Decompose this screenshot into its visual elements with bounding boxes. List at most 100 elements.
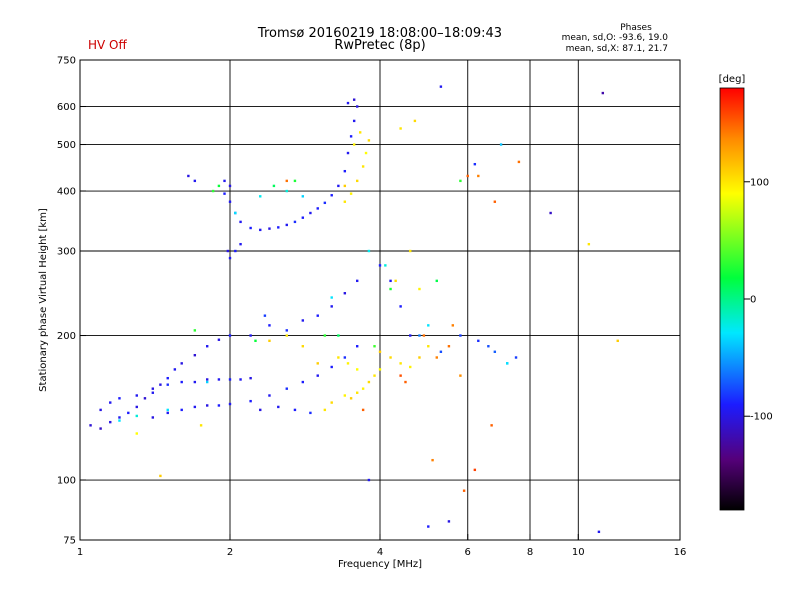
data-point — [493, 200, 497, 203]
data-point — [118, 397, 121, 400]
x-tick-label: 1 — [77, 547, 83, 558]
data-point — [285, 334, 288, 337]
data-point — [234, 211, 237, 215]
data-point — [301, 380, 305, 384]
x-axis-label: Frequency [MHz] — [338, 559, 422, 570]
y-tick-label: 500 — [57, 140, 76, 151]
grid — [80, 60, 680, 540]
data-point — [249, 399, 252, 403]
data-point — [447, 345, 451, 348]
data-point — [316, 362, 319, 365]
data-point — [373, 345, 376, 348]
data-point — [135, 432, 138, 435]
data-point — [404, 380, 407, 384]
colorbar-unit-label: [deg] — [719, 74, 746, 85]
y-tick-label: 300 — [57, 247, 76, 258]
data-point — [285, 223, 288, 227]
data-point — [349, 192, 353, 195]
data-point — [378, 350, 382, 353]
data-point — [268, 227, 271, 230]
data-point — [99, 427, 102, 430]
data-point — [601, 91, 605, 95]
colorbar-ticks: 100 0 -100 — [744, 177, 773, 423]
data-point — [159, 474, 162, 478]
data-point — [427, 525, 430, 528]
data-point — [89, 424, 92, 427]
data-point — [616, 339, 619, 343]
data-point — [367, 249, 371, 253]
data-point — [367, 139, 371, 142]
data-point — [323, 334, 327, 337]
data-point — [205, 404, 209, 407]
data-point — [352, 143, 356, 146]
data-point — [316, 207, 319, 210]
data-point — [309, 211, 312, 215]
data-point — [487, 345, 490, 348]
x-tick-label: 6 — [465, 547, 471, 558]
y-tick-label: 75 — [63, 536, 76, 547]
data-point — [337, 334, 340, 337]
data-point — [187, 174, 190, 178]
data-point — [384, 264, 387, 267]
data-point — [277, 405, 280, 409]
data-point — [285, 387, 288, 390]
data-point — [180, 380, 183, 384]
data-point — [193, 380, 197, 384]
data-point — [435, 356, 438, 359]
chart-subtitle: RwPretec (8p) — [334, 38, 426, 53]
data-point — [249, 376, 252, 380]
data-point — [346, 101, 350, 105]
data-point — [399, 362, 402, 365]
data-point — [361, 165, 365, 168]
data-point — [316, 374, 319, 377]
data-point — [127, 411, 130, 415]
data-point — [517, 160, 521, 164]
data-point — [361, 408, 365, 412]
chart-title: Tromsø 20160219 18:08:00–18:09:43 — [257, 26, 503, 41]
data-point — [418, 287, 421, 291]
data-point — [259, 195, 262, 198]
data-point — [343, 394, 347, 397]
data-point — [268, 324, 271, 327]
data-point — [151, 387, 155, 390]
data-point — [228, 184, 232, 188]
data-point — [223, 192, 226, 195]
data-point — [180, 362, 183, 365]
data-point — [263, 314, 267, 317]
y-tick-label: 200 — [57, 331, 76, 342]
y-tick-label: 750 — [57, 56, 76, 67]
data-point — [462, 489, 466, 492]
data-point — [409, 334, 412, 337]
data-point — [199, 424, 203, 427]
data-point — [330, 365, 333, 369]
data-point — [239, 378, 242, 381]
data-point — [330, 401, 333, 404]
data-point — [378, 368, 382, 371]
data-point — [228, 256, 232, 260]
y-tick-label: 400 — [57, 187, 76, 198]
data-point — [389, 356, 392, 359]
data-point — [135, 394, 138, 397]
x-tick-label: 16 — [674, 547, 687, 558]
data-point — [409, 249, 412, 253]
data-point — [151, 391, 155, 394]
data-points — [89, 85, 619, 534]
data-point — [459, 334, 462, 337]
data-point — [143, 397, 147, 400]
data-point — [259, 228, 262, 232]
colorbar-tick-label: 100 — [750, 177, 769, 188]
data-point — [394, 279, 397, 283]
y-tick-label: 100 — [57, 476, 76, 487]
data-point — [109, 420, 112, 424]
data-point — [349, 135, 353, 138]
data-point — [361, 387, 365, 390]
data-point — [355, 368, 359, 371]
data-point — [473, 162, 477, 166]
data-point — [228, 402, 232, 406]
phases-stats-x: mean, sd,X: 87.1, 21.7 — [565, 44, 668, 54]
data-point — [166, 383, 169, 386]
data-point — [151, 416, 155, 419]
data-point — [268, 394, 271, 397]
data-point — [330, 305, 333, 308]
